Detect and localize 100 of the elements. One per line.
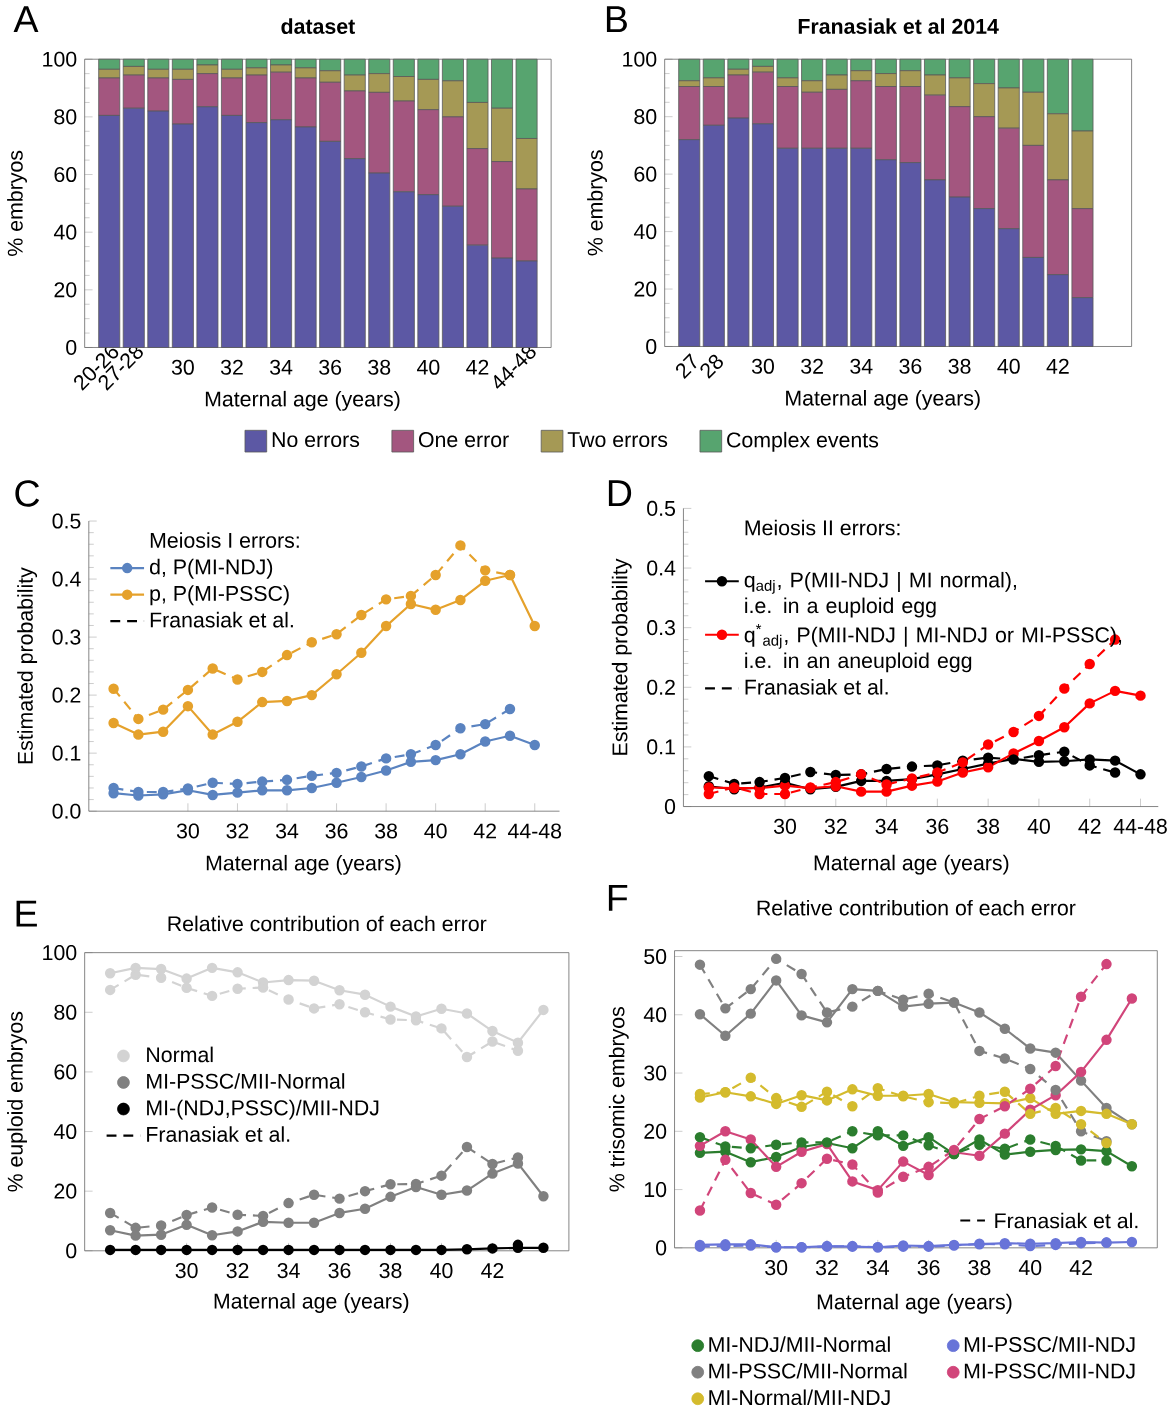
chart-title: Relative contribution of each error bbox=[168, 915, 487, 932]
legend-title: Meiosis I errors: bbox=[150, 532, 299, 548]
x-tick-label: 42 bbox=[1046, 358, 1069, 374]
y-tick-label: 30 bbox=[644, 1065, 667, 1081]
x-tick-label: 44-48 bbox=[508, 823, 562, 839]
x-tick-label: 32 bbox=[816, 1260, 838, 1276]
x-tick-label: 36 bbox=[917, 1260, 940, 1276]
y-axis-title: % euploid embryos bbox=[7, 1011, 28, 1192]
x-tick-label: 40 bbox=[430, 1263, 453, 1279]
y-tick-label: 50 bbox=[644, 948, 667, 965]
x-tick-label: 38 bbox=[379, 1263, 402, 1279]
y-tick-label: 0.3 bbox=[647, 620, 676, 636]
x-tick-label: 36 bbox=[328, 1263, 351, 1279]
legend-label: No errors bbox=[272, 432, 360, 448]
y-tick-label: 40 bbox=[643, 1007, 667, 1023]
y-tick-label: 20 bbox=[54, 282, 77, 298]
y-tick-label: 20 bbox=[54, 1183, 77, 1199]
x-axis-title: Maternal age (years) bbox=[206, 854, 401, 875]
legend-label: Complex events bbox=[727, 431, 879, 452]
x-tick-label: 42 bbox=[1078, 818, 1101, 834]
x-tick-label: 38 bbox=[968, 1260, 991, 1276]
x-tick-label: 34 bbox=[270, 359, 293, 375]
legend-label: q$^{*}$$_{adj}$, P(MII-NDJ | MI-NDJ or MI-PSSC), i.e. in an aneuploid egg bbox=[744, 624, 1122, 673]
x-tick-label: 36 bbox=[319, 359, 342, 375]
y-tick-label: 0.0 bbox=[52, 803, 81, 819]
text: A bbox=[13, 6, 39, 33]
y-tick-label: 0.1 bbox=[52, 745, 81, 761]
x-tick-label: 42 bbox=[1069, 1260, 1092, 1275]
y-tick-label: 0 bbox=[656, 1240, 667, 1256]
x-tick-label: 42 bbox=[481, 1263, 504, 1278]
x-tick-label: 40 bbox=[1019, 1260, 1042, 1276]
y-axis-title: % trisomic embryos bbox=[608, 1007, 629, 1192]
y-axis-title: Estimated probability bbox=[17, 567, 38, 764]
y-tick-label: 80 bbox=[634, 109, 657, 125]
x-tick-label: 36 bbox=[926, 818, 949, 834]
x-tick-label: 38 bbox=[375, 823, 398, 839]
y-tick-label: 80 bbox=[54, 1004, 77, 1020]
y-tick-label: 0.4 bbox=[52, 571, 81, 587]
x-tick-label: 32 bbox=[226, 1263, 249, 1279]
x-tick-label: 30 bbox=[752, 358, 775, 374]
x-tick-label: 27 bbox=[676, 353, 697, 379]
text: F bbox=[609, 884, 628, 911]
x-tick-label: 34 bbox=[277, 1263, 300, 1279]
y-tick-label: 40 bbox=[54, 224, 77, 240]
y-tick-label: 100 bbox=[43, 51, 77, 67]
y-tick-label: 0.3 bbox=[52, 629, 81, 645]
chart-title: dataset bbox=[281, 18, 356, 34]
legend-label: MI-Normal/MII-NDJ bbox=[709, 1389, 890, 1406]
legend-label: q$_{adj}$, P(MII-NDJ | MI normal), i.e. in a euploid egg bbox=[744, 571, 1017, 618]
chart-title: Franasiak et al 2014 bbox=[798, 18, 999, 34]
x-tick-label: 34 bbox=[850, 358, 873, 374]
y-tick-label: 0.2 bbox=[647, 679, 675, 695]
legend-label: MI-PSSC/MII-NDJ bbox=[965, 1336, 1135, 1353]
legend-label: MI-PSSC/MII-Normal bbox=[709, 1362, 907, 1379]
x-tick-label: 34 bbox=[276, 823, 299, 839]
y-tick-label: 60 bbox=[634, 166, 657, 182]
y-tick-label: 0.5 bbox=[52, 513, 81, 529]
legend-label: p, P(MI-PSSC) bbox=[150, 585, 289, 606]
y-tick-label: 0 bbox=[646, 338, 657, 355]
y-tick-label: 0.5 bbox=[647, 500, 676, 516]
annotation: Franasiak et al. bbox=[147, 1126, 290, 1142]
legend-label: d, P(MI-NDJ) bbox=[150, 558, 273, 579]
x-tick-label: 36 bbox=[325, 823, 348, 839]
x-tick-label: 36 bbox=[899, 358, 922, 374]
x-axis-title: Maternal age (years) bbox=[786, 389, 980, 410]
y-tick-label: 100 bbox=[43, 945, 77, 961]
x-axis-title: Maternal age (years) bbox=[206, 390, 400, 411]
text: D bbox=[609, 480, 632, 506]
x-tick-label: 34 bbox=[866, 1260, 890, 1276]
annotation: Franasiak et al. bbox=[745, 679, 888, 695]
y-tick-label: 20 bbox=[634, 281, 657, 297]
y-tick-label: 100 bbox=[623, 51, 657, 67]
x-axis-title: Maternal age (years) bbox=[817, 1293, 1012, 1314]
y-tick-label: 0.4 bbox=[647, 560, 676, 576]
legend-label: Two errors bbox=[567, 432, 668, 448]
legend-label: Normal bbox=[147, 1046, 213, 1063]
y-tick-label: 0.2 bbox=[52, 687, 81, 703]
x-tick-label: 38 bbox=[977, 818, 1000, 834]
x-tick-label: 44-48 bbox=[1113, 818, 1167, 834]
x-tick-label: 40 bbox=[997, 358, 1020, 374]
legend-label: MI-NDJ/MII-Normal bbox=[709, 1336, 890, 1353]
chart-title: Relative contribution of each error bbox=[757, 899, 1076, 916]
x-tick-label: 34 bbox=[875, 818, 898, 834]
y-tick-label: 80 bbox=[54, 109, 77, 125]
y-axis-title: % embryos bbox=[587, 150, 608, 256]
legend-title: Meiosis II errors: bbox=[745, 519, 900, 536]
x-tick-label: 30 bbox=[774, 818, 797, 834]
x-axis-title: Maternal age (years) bbox=[214, 1293, 409, 1313]
x-tick-label: 32 bbox=[824, 818, 847, 834]
annotation: Franasiak et al. bbox=[995, 1212, 1138, 1229]
y-axis-title: Estimated probability bbox=[611, 558, 632, 755]
y-tick-label: 0 bbox=[665, 798, 676, 815]
x-tick-label: 32 bbox=[801, 358, 824, 374]
text: C bbox=[15, 480, 40, 507]
x-tick-label: 30 bbox=[171, 359, 195, 375]
y-tick-label: 60 bbox=[54, 166, 77, 183]
x-tick-label: 42 bbox=[466, 359, 489, 375]
x-tick-label: 40 bbox=[1027, 818, 1051, 834]
text: E bbox=[16, 900, 38, 927]
y-axis-title: % embryos bbox=[7, 150, 28, 256]
